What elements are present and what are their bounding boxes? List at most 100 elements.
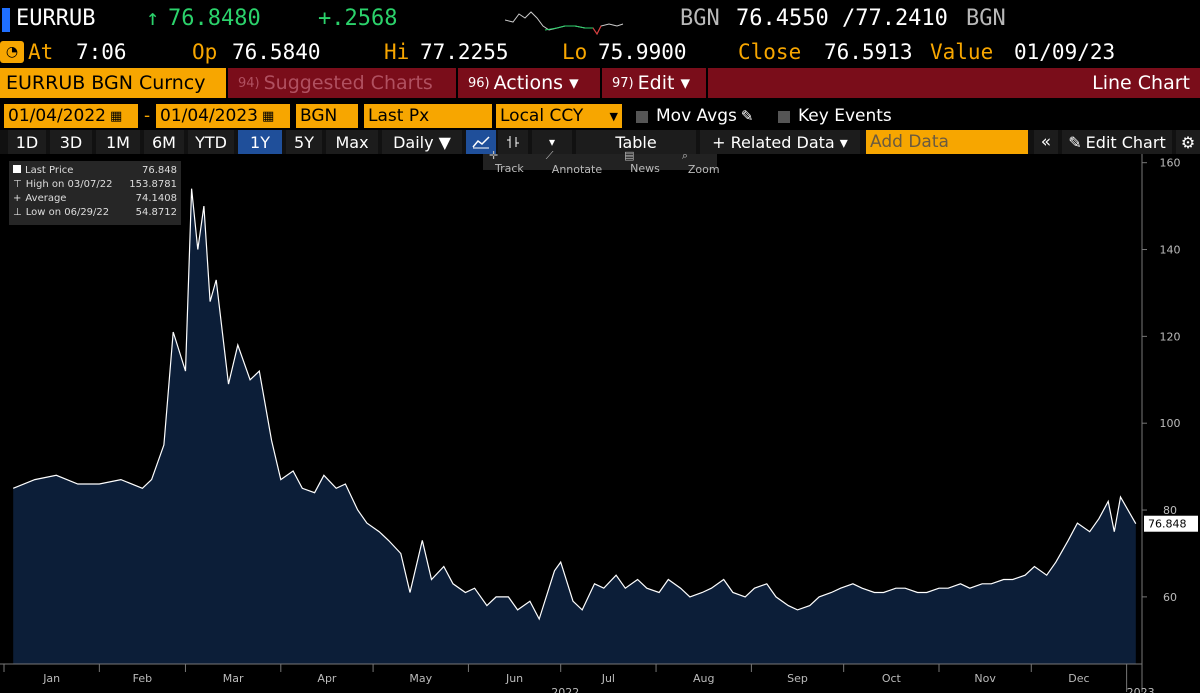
- table-button[interactable]: Table: [576, 130, 696, 154]
- suggested-charts-menu[interactable]: 94) Suggested Charts: [230, 68, 458, 98]
- annotate-tool[interactable]: ⟋ Annotate: [540, 149, 614, 176]
- collapse-icon[interactable]: «: [1034, 130, 1058, 154]
- quote-header: EURRUB ↑ 76.8480 +.2568 BGN 76.4550 /77.…: [0, 0, 1200, 38]
- period-6m-button[interactable]: 6M: [144, 130, 184, 154]
- actions-number: 96): [468, 75, 490, 91]
- pencil-icon: ✎: [1068, 132, 1082, 152]
- x-tick-label: Mar: [223, 672, 244, 685]
- legend-label: Last Price: [25, 165, 74, 176]
- x-tick-label: Feb: [133, 672, 152, 685]
- period-1y-button[interactable]: 1Y: [238, 130, 282, 154]
- date-range-dash: -: [144, 106, 151, 126]
- line-chart-icon[interactable]: [466, 130, 496, 154]
- news-label: News: [630, 162, 660, 175]
- gear-icon[interactable]: ⚙: [1176, 130, 1200, 154]
- low-value: 75.9900: [598, 40, 687, 64]
- edit-chart-button[interactable]: ✎ Edit Chart: [1062, 130, 1172, 154]
- end-date-field[interactable]: 01/04/2023 ▦: [156, 104, 290, 128]
- field-selector[interactable]: Last Px: [364, 104, 492, 128]
- ticker-marker: [2, 8, 10, 32]
- suggested-charts-label: Suggested Charts: [263, 72, 433, 94]
- calendar-icon[interactable]: ▦: [261, 108, 275, 124]
- security-input[interactable]: EURRUB BGN Curncy: [0, 68, 228, 98]
- price-chart[interactable]: 60 80 100 120 140 160 Jan Feb Mar Apr May Jun Jul Au…: [0, 154, 1200, 693]
- edit-label: Edit ▾: [637, 72, 690, 94]
- period-1m-button[interactable]: 1M: [96, 130, 140, 154]
- track-tool[interactable]: ✛ Track: [483, 149, 536, 175]
- x-tick-label: Jun: [505, 672, 523, 685]
- edit-number: 97): [612, 75, 634, 91]
- period-5y-button[interactable]: 5Y: [286, 130, 322, 154]
- last-price-swatch: [13, 165, 21, 173]
- last-price: 76.8480: [168, 6, 261, 31]
- value-label: Value: [930, 40, 994, 64]
- legend-value: 54.8712: [135, 207, 177, 218]
- price-area: [13, 188, 1136, 664]
- up-arrow-icon: ↑: [146, 6, 160, 31]
- chart-style-dropdown-icon[interactable]: ▾: [532, 130, 572, 154]
- alert-icon[interactable]: ◔: [0, 41, 24, 63]
- pencil-icon[interactable]: ✎: [740, 107, 754, 125]
- legend-row-high: ⊤ High on 03/07/22 153.8781: [13, 179, 177, 192]
- open-value: 76.5840: [232, 40, 321, 64]
- x-tick-label: May: [409, 672, 432, 685]
- source-field[interactable]: BGN: [296, 104, 358, 128]
- add-data-input[interactable]: Add Data: [866, 130, 1028, 154]
- legend-value: 153.8781: [129, 179, 177, 190]
- frequency-dropdown[interactable]: Daily ▼: [382, 130, 462, 154]
- period-max-button[interactable]: Max: [326, 130, 378, 154]
- legend-label: Low on 06/29/22: [25, 207, 110, 218]
- currency-select[interactable]: Local CCY ▼: [496, 104, 622, 128]
- zoom-tool[interactable]: ⌕ Zoom: [676, 149, 732, 176]
- mov-avgs-checkbox[interactable]: [636, 110, 648, 123]
- chart-type-label: Line Chart: [1092, 72, 1190, 94]
- legend-label: High on 03/07/22: [25, 179, 113, 190]
- edit-chart-label: Edit Chart: [1085, 132, 1166, 152]
- chart-mini-toolbar: ✛ Track ⟋ Annotate ▤ News ⌕ Zoom: [483, 149, 720, 176]
- price-line: [12, 188, 1137, 621]
- period-3d-button[interactable]: 3D: [50, 130, 92, 154]
- high-marker-icon: ⊤: [13, 179, 22, 190]
- y-tick-label: 60: [1163, 591, 1177, 604]
- zoom-label: Zoom: [687, 162, 720, 176]
- x-tick-label: Nov: [974, 672, 996, 685]
- period-1d-button[interactable]: 1D: [8, 130, 46, 154]
- key-events-label: Key Events: [798, 106, 892, 126]
- last-value-tag-box: [1144, 515, 1198, 532]
- start-date-field[interactable]: 01/04/2022 ▦: [4, 104, 138, 128]
- start-date-value: 01/04/2022: [8, 106, 106, 126]
- value-date: 01/09/23: [1014, 40, 1116, 64]
- calendar-icon[interactable]: ▦: [109, 108, 123, 124]
- close-value: 76.5913: [824, 40, 913, 64]
- legend-value: 76.848: [142, 165, 177, 176]
- bid-source: BGN: [680, 6, 720, 31]
- legend-row-average: + Average 74.1408: [13, 193, 177, 206]
- chart-legend: Last Price 76.848 ⊤ High on 03/07/22 153.…: [9, 161, 181, 225]
- related-data-button[interactable]: + Related Data ▾: [700, 130, 860, 154]
- price-change: +.2568: [318, 6, 398, 31]
- bid-ask: 76.4550 /77.2410: [736, 6, 948, 31]
- mov-avgs-toggle[interactable]: Mov Avgs ✎: [636, 108, 753, 125]
- low-label: Lo: [562, 40, 588, 64]
- chevron-down-icon: ▼: [609, 109, 618, 123]
- x-tick-label: Dec: [1068, 672, 1089, 685]
- key-events-checkbox[interactable]: [778, 110, 790, 123]
- news-tool[interactable]: ▤ News: [618, 149, 672, 175]
- actions-menu[interactable]: 96) Actions ▾: [460, 68, 602, 98]
- sparkline: [505, 11, 624, 35]
- x-tick-label: Apr: [317, 672, 337, 685]
- toolbar-row: 1D 3D 1M 6M YTD 1Y 5Y Max Daily ▼ ▾ Tabl…: [0, 130, 1200, 154]
- year-label: 2023: [1127, 686, 1155, 693]
- date-range-row: 01/04/2022 ▦ - 01/04/2023 ▦ BGN Last Px …: [0, 104, 1200, 130]
- key-events-toggle[interactable]: Key Events: [778, 108, 892, 125]
- y-tick-label: 140: [1160, 244, 1181, 257]
- period-ytd-button[interactable]: YTD: [188, 130, 234, 154]
- at-label: At: [28, 40, 54, 64]
- bar-chart-icon[interactable]: [498, 130, 528, 154]
- edit-menu[interactable]: 97) Edit ▾: [604, 68, 708, 98]
- y-tick-label: 120: [1160, 330, 1181, 343]
- ticker-symbol[interactable]: EURRUB: [16, 6, 96, 31]
- x-tick-label: Jan: [42, 672, 60, 685]
- action-bar: EURRUB BGN Curncy 94) Suggested Charts 9…: [0, 68, 1200, 98]
- x-tick-label: Jul: [601, 672, 615, 685]
